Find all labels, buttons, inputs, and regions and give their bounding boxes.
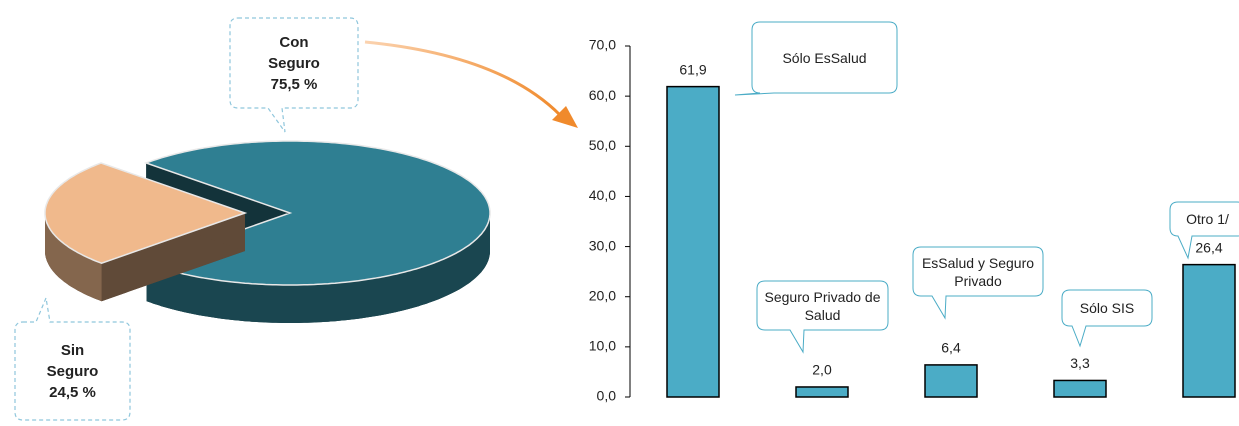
y-tick-label: 30,0: [589, 237, 616, 253]
callout-box: Sólo SIS: [1066, 290, 1148, 326]
pie-value-label: 75,5 %: [270, 75, 318, 93]
bar-callout: [1061, 289, 1153, 348]
y-tick-label: 20,0: [589, 287, 616, 303]
pie-slice: [44, 162, 248, 264]
bar: [1182, 263, 1236, 398]
bar-callout: [912, 246, 1044, 320]
value-label: 61,9: [679, 61, 706, 77]
callout-box: Seguro Privado de Salud: [761, 281, 884, 330]
category-label: Sólo SIS: [1079, 300, 1135, 316]
y-tick-label: 40,0: [589, 187, 616, 203]
y-tick-label: 10,0: [589, 338, 616, 354]
bar-callout: [756, 280, 889, 354]
pie-callout: [14, 295, 131, 421]
category-label: EsSalud y Seguro Privado: [921, 254, 1035, 289]
category-label: Seguro Privado de Salud: [764, 288, 881, 323]
pie-category-label: Sin Seguro: [46, 341, 99, 380]
bar-callout: [1169, 201, 1239, 260]
pie-value-label: 24,5 %: [49, 383, 96, 401]
pie-side: [45, 213, 102, 302]
category-label: Otro 1/: [1186, 211, 1229, 227]
pie-callout: [229, 17, 359, 133]
value-label: 6,4: [941, 340, 961, 356]
y-tick-label: 70,0: [589, 37, 616, 53]
value-label: 2,0: [812, 362, 832, 378]
y-tick-label: 50,0: [589, 137, 616, 153]
callout-box: EsSalud y Seguro Privado: [917, 247, 1039, 296]
arrow: [364, 40, 562, 117]
y-tick-label: 0,0: [597, 388, 617, 404]
value-label: 26,4: [1195, 239, 1222, 255]
pie-side: [146, 213, 490, 323]
category-label: Sólo EsSalud: [782, 49, 867, 66]
bar: [1053, 379, 1107, 398]
pie-category-label: Con Seguro: [268, 33, 320, 72]
y-tick-label: 60,0: [589, 87, 616, 103]
bar: [795, 386, 849, 398]
pie-label: Sin Seguro 24,5 %: [15, 322, 130, 420]
callout-box: Otro 1/: [1174, 202, 1239, 236]
arrow-head: [552, 106, 578, 128]
bar: [666, 85, 720, 398]
callout-box: Sólo EsSalud: [756, 22, 893, 93]
bar-callout: [734, 21, 898, 96]
bar: [924, 364, 978, 398]
pie-label: Con Seguro 75,5 %: [230, 18, 358, 108]
value-label: 3,3: [1070, 355, 1090, 371]
